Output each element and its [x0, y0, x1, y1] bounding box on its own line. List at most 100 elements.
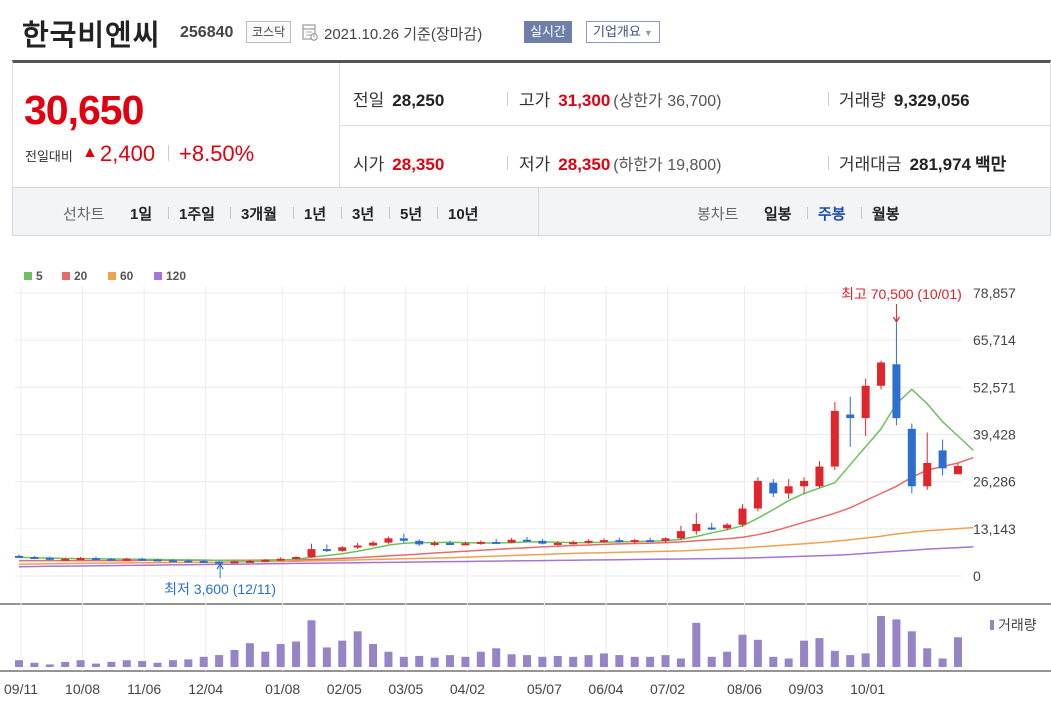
volume-bar [15, 660, 23, 667]
volume-bar [553, 655, 562, 667]
change-amount: 2,400 [100, 141, 156, 166]
volume-bar [492, 648, 501, 667]
volume-legend-swatch [990, 620, 994, 630]
volume-bar [569, 656, 578, 667]
tab-monthly-candle[interactable]: 월봉 [872, 206, 900, 223]
min-price-arrow-head [216, 562, 224, 570]
volume-bar [769, 656, 778, 667]
candle-body [45, 557, 54, 560]
volume-bar [599, 653, 608, 667]
tab-1-week[interactable]: 1주일 [179, 206, 215, 223]
divider [437, 207, 438, 219]
candle-body [76, 558, 85, 561]
volume-bar [415, 655, 424, 667]
tab-daily-candle[interactable]: 일봉 [764, 206, 792, 223]
candles [15, 322, 962, 564]
volume-bar [307, 620, 316, 667]
volume-bar [615, 655, 624, 667]
stock-code: 256840 [180, 24, 234, 41]
legend-label: 60 [120, 269, 134, 283]
x-tick-label: 05/07 [527, 681, 562, 697]
volume-bar [830, 650, 839, 667]
candle-body [569, 542, 578, 545]
x-tick-label: 10/08 [65, 681, 100, 697]
volume-bar [661, 655, 670, 667]
current-price: 30,650 [24, 87, 144, 133]
volume-bar [522, 655, 531, 667]
candle-body [322, 549, 331, 552]
candle-body [122, 558, 131, 561]
candle-body [276, 558, 285, 561]
realtime-button[interactable]: 실시간 [524, 21, 572, 43]
candle-body [168, 560, 177, 563]
x-tick-label: 09/11 [4, 681, 38, 697]
x-tick-label: 12/04 [188, 681, 223, 697]
volume-bar [276, 644, 285, 667]
volume-bar [753, 639, 762, 667]
stat-label: 거래대금 [839, 155, 902, 174]
volume-bar [153, 662, 162, 667]
candle-body [430, 542, 439, 545]
company-overview-label: 기업개요 [593, 24, 641, 39]
candle-body [292, 556, 301, 559]
stat-value: 281,974 [909, 155, 972, 174]
x-tick-label: 11/06 [127, 681, 161, 697]
volume-bar [800, 640, 809, 667]
tab-1-day[interactable]: 1일 [130, 206, 153, 223]
candle-body [261, 559, 270, 562]
volume-bar [692, 622, 701, 667]
y-tick-label: 52,571 [973, 379, 1016, 395]
divider [168, 207, 169, 219]
tab-1-year[interactable]: 1년 [304, 206, 327, 223]
y-tick-label: 78,857 [973, 285, 1016, 301]
volume-bar [738, 634, 747, 667]
candle-body [461, 543, 470, 546]
candle-body [599, 540, 608, 543]
stat-label: 전일 [353, 91, 385, 110]
candle-body [630, 540, 639, 543]
candle-body [507, 539, 516, 543]
tab-3-months[interactable]: 3개월 [241, 206, 277, 223]
divider [538, 188, 539, 235]
candle-body [769, 482, 778, 494]
tab-5-years[interactable]: 5년 [400, 206, 423, 223]
stat-label: 고가 [519, 91, 551, 110]
stat-high: 고가 31,300 (상한가 36,700) [519, 86, 721, 111]
stat-prev-close: 전일 28,250 [353, 86, 444, 111]
grid [0, 286, 1051, 672]
divider [293, 207, 294, 219]
candle-body [369, 542, 378, 546]
x-tick-label: 01/08 [265, 681, 300, 697]
candle-body [184, 560, 193, 563]
tab-10-years[interactable]: 10년 [448, 206, 479, 223]
candle-body [138, 558, 147, 561]
tab-weekly-candle[interactable]: 주봉 [818, 206, 846, 223]
volume-bar [384, 651, 393, 667]
volume-bar [815, 638, 824, 667]
stat-value: 9,329,056 [893, 91, 970, 110]
x-tick-label: 10/01 [850, 681, 885, 697]
x-tick-label: 06/04 [588, 681, 623, 697]
volume-bar [91, 663, 100, 667]
candle-body [892, 364, 901, 419]
tab-3-years[interactable]: 3년 [352, 206, 375, 223]
divider [807, 207, 808, 219]
candle-body [307, 549, 316, 557]
candle-body [707, 527, 716, 530]
candle-body [338, 547, 347, 551]
volume-bar [430, 657, 439, 667]
volume-bar [369, 644, 378, 667]
candle-body [938, 450, 947, 469]
company-overview-button[interactable]: 기업개요 ▼ [586, 21, 660, 43]
divider [828, 156, 829, 170]
x-tick-label: 09/03 [789, 681, 824, 697]
volume-bar [877, 616, 886, 667]
volume-legend-label: 거래량 [998, 617, 1037, 633]
volume-bar [168, 660, 177, 667]
candle-body [415, 540, 424, 545]
stat-label: 저가 [519, 155, 551, 174]
stat-value: 28,350 [558, 155, 611, 174]
volume-bar [861, 653, 870, 667]
ma20-line [19, 456, 974, 562]
ma60-line [18, 526, 974, 565]
